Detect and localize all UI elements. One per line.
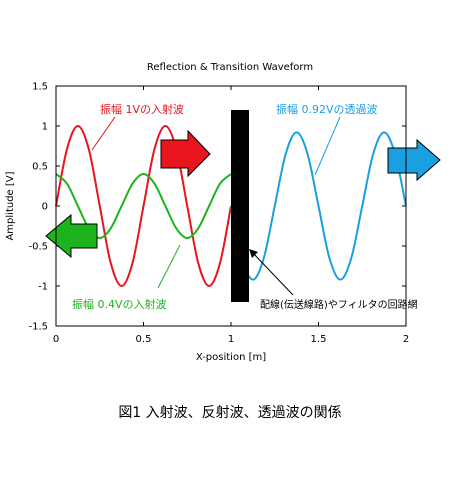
series-line-transmitted-092v	[230, 131, 407, 281]
pointer-blue	[314, 116, 341, 176]
circuit-network-block	[231, 110, 249, 302]
y-tick-label: -0.5	[28, 242, 48, 253]
series-line-incident-04v	[55, 172, 232, 240]
x-tick-label: 1	[228, 334, 234, 345]
x-axis-label: X-position [m]	[196, 352, 266, 363]
waveform-chart: Reflection & Transition Waveform 1.5 1 0.5…	[5, 62, 441, 363]
label-circuit-network: 配線(伝送線路)やフィルタの回路網	[260, 298, 418, 311]
reflected-arrow-left	[45, 213, 98, 259]
x-tick-label: 0.5	[136, 334, 152, 345]
y-tick-label: 0	[42, 202, 48, 213]
pointer-black-arrowhead	[249, 249, 258, 258]
chart-title: Reflection & Transition Waveform	[147, 62, 313, 73]
transmitted-arrow-right	[387, 138, 441, 182]
pointer-red	[91, 116, 116, 151]
pointer-green	[157, 244, 181, 289]
plot-frame	[55, 85, 407, 327]
y-axis-label: Amplitude [V]	[5, 171, 16, 240]
y-tick-label: 1.5	[32, 82, 48, 93]
y-tick-label: -1.5	[28, 322, 48, 333]
label-incident-1v: 振幅 1Vの入射波	[100, 102, 184, 116]
label-incident-04v: 振幅 0.4Vの入射波	[72, 297, 167, 311]
x-tick-label: 2	[403, 334, 409, 345]
y-tick-label: -1	[38, 282, 48, 293]
label-transmitted-092v: 振幅 0.92Vの透過波	[276, 102, 378, 116]
x-tick-label: 1.5	[311, 334, 327, 345]
pointer-black	[251, 251, 294, 296]
series-line-incident-1v	[55, 124, 232, 288]
y-tick-label: 0.5	[32, 162, 48, 173]
x-tick-label: 0	[53, 334, 59, 345]
figure-caption: 図1 入射波、反射波、透過波の関係	[118, 405, 342, 421]
incident-arrow-right	[160, 129, 211, 178]
y-tick-label: 1	[42, 122, 48, 133]
